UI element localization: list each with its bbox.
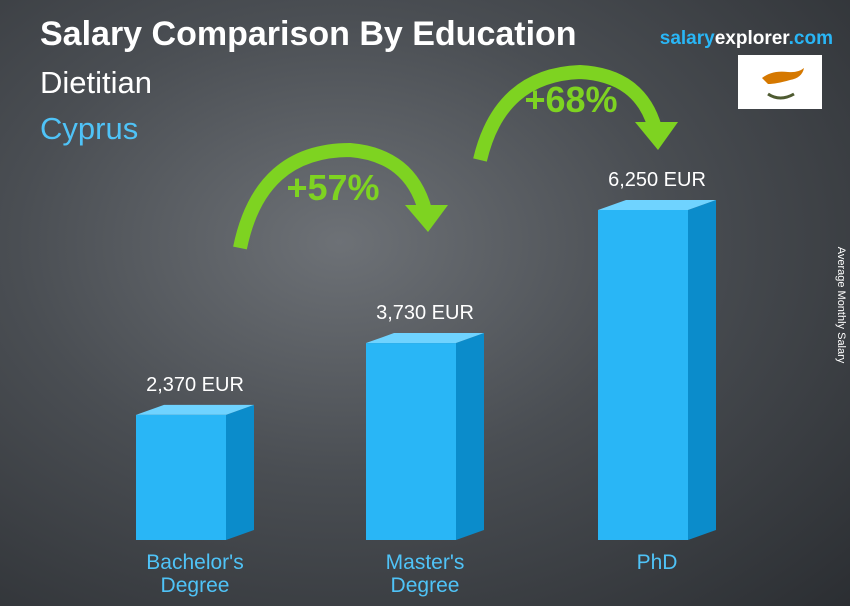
brand: salaryexplorer.com bbox=[660, 28, 833, 49]
bar-side bbox=[226, 404, 254, 540]
bar-side bbox=[456, 333, 484, 540]
chart-title: Salary Comparison By Education bbox=[40, 15, 577, 53]
x-tick-label: Bachelor's Degree bbox=[146, 551, 244, 597]
bar-top bbox=[366, 333, 484, 344]
bar bbox=[136, 414, 226, 540]
bar-side bbox=[688, 200, 716, 540]
arrows bbox=[233, 64, 678, 250]
brand-part: explorer bbox=[715, 28, 791, 49]
value-label: 2,370 EUR bbox=[146, 374, 244, 396]
bar-top bbox=[598, 200, 716, 210]
location: Cyprus bbox=[40, 111, 138, 146]
x-tick-label: Master's Degree bbox=[385, 551, 465, 597]
bar bbox=[598, 210, 688, 540]
chart-subtitle: Dietitian bbox=[40, 65, 152, 100]
bar-top bbox=[136, 404, 254, 415]
annotation: +68% bbox=[524, 79, 617, 120]
brand-part: salary bbox=[660, 28, 715, 49]
bar bbox=[366, 343, 456, 540]
x-tick-label: PhD bbox=[636, 551, 678, 574]
flag bbox=[738, 55, 822, 109]
value-label: 3,730 EUR bbox=[376, 302, 474, 324]
brand-part: .com bbox=[789, 28, 833, 49]
annotation: +57% bbox=[286, 167, 379, 208]
y-axis-label: Average Monthly Salary bbox=[835, 247, 847, 364]
value-label: 6,250 EUR bbox=[608, 169, 706, 191]
